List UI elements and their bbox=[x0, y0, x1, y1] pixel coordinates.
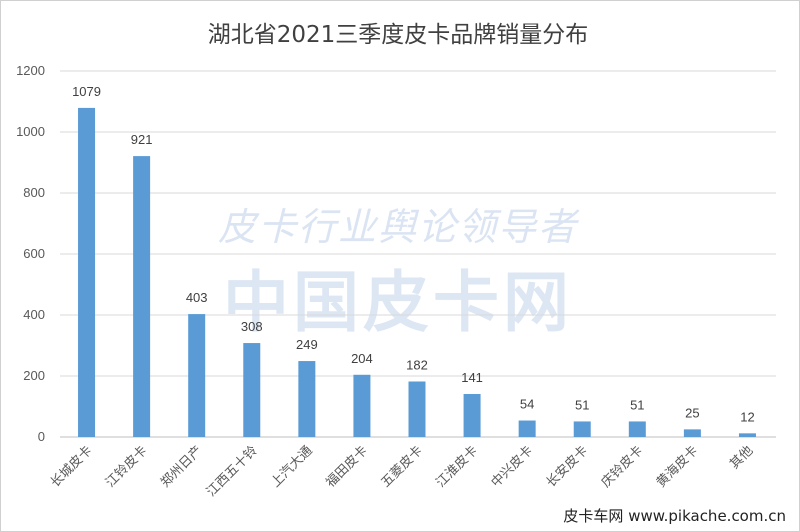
data-label: 51 bbox=[575, 397, 589, 412]
category-label: 上汽大通 bbox=[268, 443, 315, 490]
site-footer: 皮卡车网 www.pikache.com.cn bbox=[563, 507, 786, 525]
gridlines bbox=[60, 70, 776, 438]
category-label: 庆铃皮卡 bbox=[599, 443, 646, 490]
bar bbox=[408, 381, 426, 437]
data-label: 249 bbox=[296, 337, 318, 352]
watermark-slogan: 皮卡行业舆论领导者 bbox=[218, 205, 580, 249]
bar bbox=[463, 393, 481, 437]
data-label: 25 bbox=[685, 405, 699, 420]
chart-title: 湖北省2021三季度皮卡品牌销量分布 bbox=[208, 22, 589, 48]
category-label: 郑州日产 bbox=[158, 443, 205, 490]
category-label: 江西五十铃 bbox=[204, 443, 261, 500]
y-tick-label: 1000 bbox=[16, 124, 45, 139]
bar bbox=[738, 433, 756, 437]
category-label: 江淮皮卡 bbox=[434, 443, 481, 490]
category-label: 五菱皮卡 bbox=[378, 443, 425, 490]
data-label: 403 bbox=[186, 290, 208, 305]
bar bbox=[243, 343, 261, 437]
y-tick-label: 200 bbox=[23, 368, 45, 383]
y-tick-label: 400 bbox=[23, 307, 45, 322]
category-label: 福田皮卡 bbox=[323, 443, 370, 490]
y-tick-label: 0 bbox=[38, 429, 45, 444]
bar bbox=[683, 429, 701, 437]
category-label: 长安皮卡 bbox=[544, 443, 591, 490]
category-label: 黄海皮卡 bbox=[654, 443, 701, 490]
data-label: 921 bbox=[131, 132, 153, 147]
bar bbox=[298, 361, 316, 437]
data-label: 12 bbox=[740, 409, 754, 424]
y-axis-ticks: 0 200 400 600 800 1000 1200 bbox=[16, 63, 45, 444]
bar bbox=[78, 107, 96, 437]
data-label: 308 bbox=[241, 319, 263, 334]
bar bbox=[628, 421, 646, 437]
bar bbox=[573, 421, 591, 437]
data-label: 204 bbox=[351, 351, 373, 366]
category-label: 中兴皮卡 bbox=[489, 443, 536, 490]
data-label: 54 bbox=[520, 397, 534, 412]
data-label: 1079 bbox=[72, 84, 101, 99]
data-label: 141 bbox=[461, 370, 483, 385]
data-labels: 1079 921 403 308 249 204 182 141 54 51 51 25 12 bbox=[72, 84, 755, 424]
data-label: 182 bbox=[406, 357, 428, 372]
y-tick-label: 1200 bbox=[16, 63, 45, 78]
category-label: 江铃皮卡 bbox=[103, 443, 150, 490]
bar bbox=[353, 374, 371, 437]
data-label: 51 bbox=[630, 397, 644, 412]
category-label: 长城皮卡 bbox=[48, 443, 95, 490]
y-tick-label: 600 bbox=[23, 246, 45, 261]
bar bbox=[188, 314, 206, 437]
bars bbox=[78, 107, 756, 437]
bar bbox=[518, 420, 536, 437]
bar bbox=[133, 156, 151, 437]
watermark-logo-text: 中国皮卡网 bbox=[223, 264, 573, 341]
category-label: 其他 bbox=[727, 443, 756, 472]
y-tick-label: 800 bbox=[23, 185, 45, 200]
